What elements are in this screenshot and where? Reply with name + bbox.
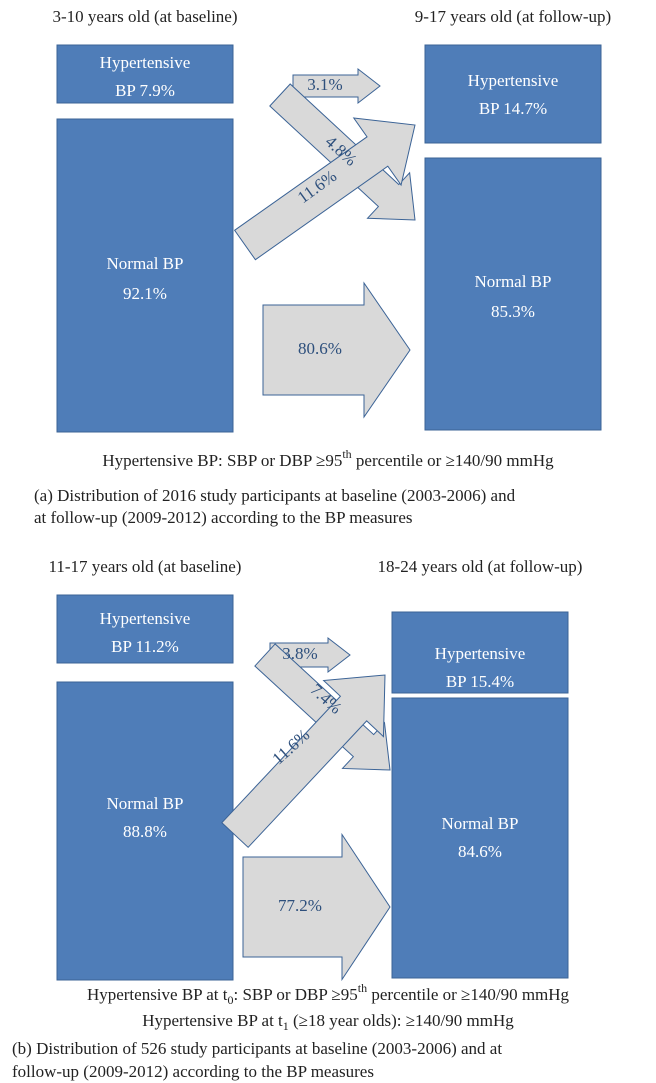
arrow-label: 3.8%	[282, 644, 317, 663]
caption: (a) Distribution of 2016 study participa…	[34, 486, 516, 505]
bp-box	[56, 118, 234, 433]
box-label: Normal BP	[442, 814, 519, 833]
bp-box	[56, 44, 234, 104]
note-text: : SBP or DBP ≥95	[233, 985, 357, 1004]
baseline-label: 11-17 years old (at baseline)	[49, 557, 242, 576]
arrow-label: 80.6%	[298, 339, 342, 358]
flow-arrow	[254, 643, 391, 771]
flow-arrow	[242, 832, 391, 982]
box-label: Hypertensive	[100, 53, 191, 72]
caption: at follow-up (2009-2012) according to th…	[34, 508, 412, 527]
bp-box	[391, 611, 569, 694]
baseline-label: 3-10 years old (at baseline)	[52, 7, 237, 26]
bp-box	[56, 594, 234, 664]
arrow-label: 77.2%	[278, 896, 322, 915]
box-label: 92.1%	[123, 284, 167, 303]
flow-arrow	[292, 67, 381, 105]
box-label: Hypertensive	[435, 644, 526, 663]
note-sub: 1	[283, 1019, 289, 1033]
flow-arrow	[233, 117, 416, 261]
note-text: Hypertensive BP at t	[87, 985, 228, 1004]
followup-label: 18-24 years old (at follow-up)	[378, 557, 583, 576]
note: Hypertensive BP at t0​: SBP or DBP ≥95th…	[87, 981, 570, 1007]
bp-box	[391, 697, 569, 979]
followup-label: 9-17 years old (at follow-up)	[415, 7, 611, 26]
box-label: BP 15.4%	[446, 672, 514, 691]
note: Hypertensive BP: SBP or DBP ≥95th​ perce…	[102, 447, 554, 470]
flow-arrow	[221, 674, 386, 849]
note-text: (≥18 year olds): ≥140/90 mmHg	[289, 1011, 514, 1030]
box-label: 88.8%	[123, 822, 167, 841]
caption: follow-up (2009-2012) according to the B…	[12, 1062, 374, 1081]
caption: (b) Distribution of 526 study participan…	[12, 1039, 502, 1058]
box-label: BP 11.2%	[111, 637, 179, 656]
note-text: Hypertensive BP at t	[142, 1011, 283, 1030]
arrow-label: 3.1%	[307, 75, 342, 94]
bp-box	[56, 681, 234, 981]
box-label: Hypertensive	[100, 609, 191, 628]
box-label: Normal BP	[475, 272, 552, 291]
bp-box	[424, 44, 602, 144]
note-text: percentile or ≥140/90 mmHg	[367, 985, 569, 1004]
flow-arrow	[269, 83, 416, 221]
note-sub: 0	[227, 993, 233, 1007]
note-sup: th	[342, 447, 351, 461]
box-label: BP 14.7%	[479, 99, 547, 118]
note-text: Hypertensive BP: SBP or DBP ≥95	[102, 451, 342, 470]
box-label: Hypertensive	[468, 71, 559, 90]
bp-box	[424, 157, 602, 431]
box-label: Normal BP	[107, 254, 184, 273]
flow-arrow	[262, 281, 411, 419]
note: Hypertensive BP at t1​ (≥18 year olds): …	[142, 1011, 514, 1033]
note-sup: th	[358, 981, 367, 995]
box-label: Normal BP	[107, 794, 184, 813]
box-label: BP 7.9%	[115, 81, 175, 100]
box-label: 84.6%	[458, 842, 502, 861]
note-text: percentile or ≥140/90 mmHg	[352, 451, 554, 470]
box-label: 85.3%	[491, 302, 535, 321]
